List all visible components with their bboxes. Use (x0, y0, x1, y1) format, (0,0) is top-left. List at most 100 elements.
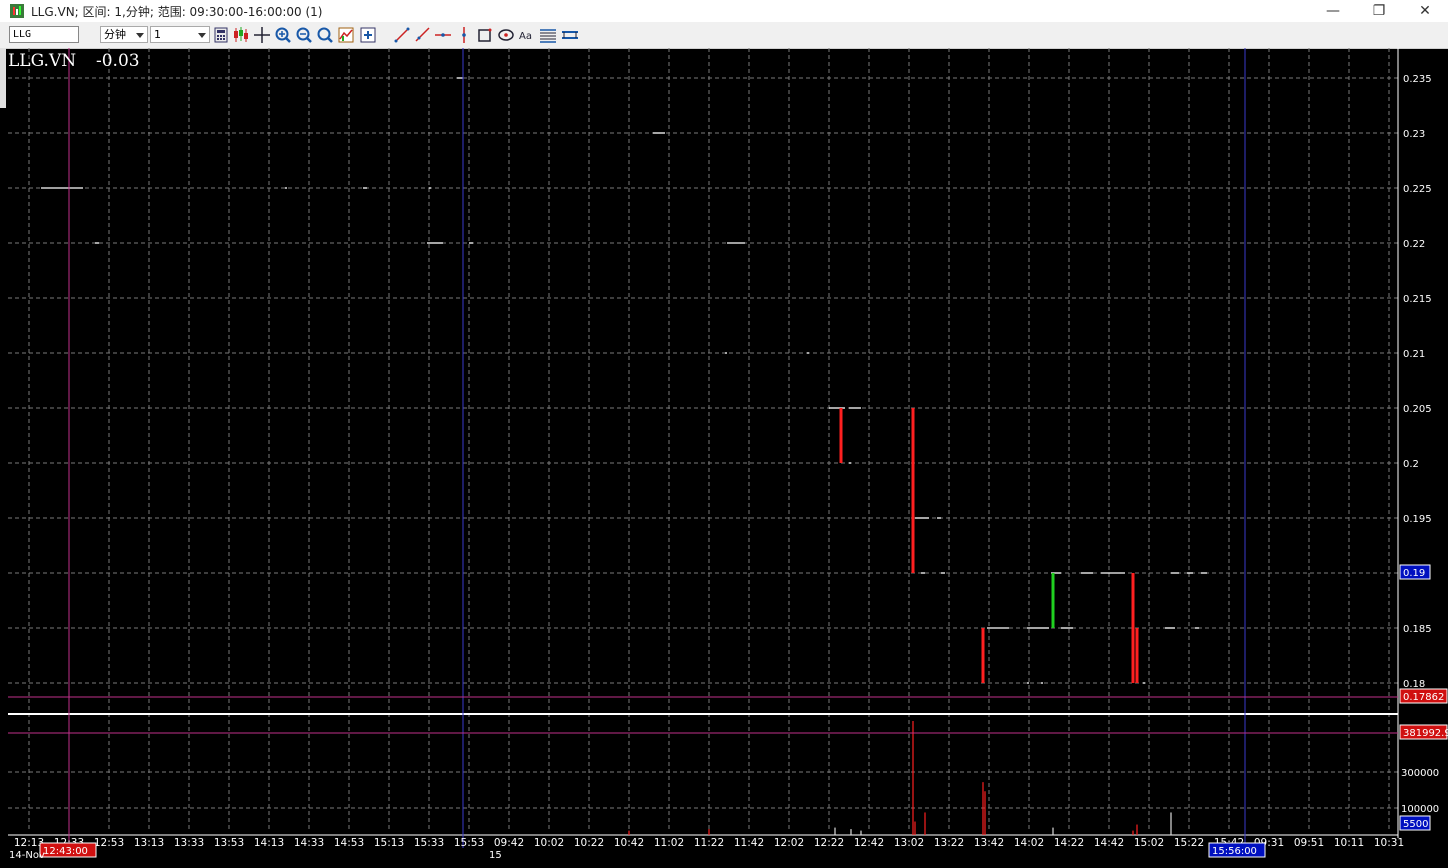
time-tick-label: 10:11 (1334, 837, 1364, 849)
svg-text:Aa: Aa (519, 31, 532, 42)
side-panel-strip (0, 48, 6, 108)
time-tick-label: 12:53 (94, 837, 124, 849)
title-bar: LLG.VN; 区间: 1,分钟; 范围: 09:30:00-16:00:00 … (0, 0, 1448, 22)
time-cursor-badge-right: 15:56:00 (1212, 846, 1257, 857)
symbol-input[interactable]: LLG (9, 26, 79, 43)
time-tick-label: 15:22 (1174, 837, 1204, 849)
symbol-label: LLG.VN (8, 51, 76, 71)
time-tick-label: 15:13 (374, 837, 404, 849)
price-tick-label: 0.18 (1403, 679, 1425, 690)
price-tick-label: 0.235 (1403, 74, 1432, 85)
chart-toolbar: LLG 分钟 1 Aa (0, 22, 1448, 49)
time-tick-label: 13:13 (134, 837, 164, 849)
time-tick-label: 10:42 (614, 837, 644, 849)
period-unit-value: 分钟 (104, 28, 126, 41)
price-tick-label: 0.215 (1403, 294, 1432, 305)
volume-bars (628, 721, 1172, 835)
candle-body (1135, 628, 1139, 683)
period-value: 1 (154, 28, 161, 41)
time-tick-label: 11:22 (694, 837, 724, 849)
candles (839, 408, 1139, 683)
price-tick-label: 0.22 (1403, 239, 1425, 250)
time-tick-label: 12:22 (814, 837, 844, 849)
axis-labels: 0.2350.230.2250.220.2150.210.2050.20.195… (8, 51, 1448, 861)
zoom-icon[interactable] (316, 25, 334, 45)
indicator-icon[interactable] (337, 25, 355, 45)
time-tick-label: 13:22 (934, 837, 964, 849)
close-button[interactable]: ✕ (1419, 3, 1431, 19)
last-volume-badge-box (1399, 815, 1431, 831)
time-tick-label: 10:02 (534, 837, 564, 849)
minimize-button[interactable]: — (1326, 3, 1340, 19)
time-tick-label: 10:31 (1374, 837, 1404, 849)
change-label: -0.03 (96, 51, 140, 71)
candle-body (1131, 573, 1135, 683)
time-tick-label: 13:53 (214, 837, 244, 849)
time-tick-label: 10:22 (574, 837, 604, 849)
candle-body (1051, 573, 1055, 628)
trendline-icon[interactable] (393, 25, 411, 45)
window-title: LLG.VN; 区间: 1,分钟; 范围: 09:30:00-16:00:00 … (31, 5, 323, 19)
time-tick-label: 11:42 (734, 837, 764, 849)
time-tick-label: 13:33 (174, 837, 204, 849)
price-tick-label: 0.195 (1403, 514, 1432, 525)
day-label: 15 (489, 850, 502, 861)
time-tick-label: 14:02 (1014, 837, 1044, 849)
add-icon[interactable] (359, 25, 377, 45)
price-cursor-badge: 0.17862 (1403, 692, 1444, 703)
fib-icon[interactable] (539, 25, 557, 45)
time-cursor-badge-right-box (1208, 842, 1266, 858)
time-tick-label: 15:02 (1134, 837, 1164, 849)
time-tick-label: 09:51 (1294, 837, 1324, 849)
price-tick-label: 0.2 (1403, 459, 1419, 470)
last-price-badge-box (1399, 564, 1431, 580)
last-volume-badge: 5500 (1403, 819, 1428, 830)
time-tick-label: 09:42 (494, 837, 524, 849)
date-label: 14-Nov (9, 850, 45, 861)
chevron-down-icon (136, 33, 144, 38)
candle-body (839, 408, 843, 463)
cursor-lines (8, 48, 1398, 848)
volume-tick-label: 300000 (1401, 768, 1439, 779)
time-cursor-badge-left-box (39, 842, 97, 858)
time-tick-label: 15:33 (414, 837, 444, 849)
volume-cursor-badge-box (1399, 724, 1448, 740)
price-dashes (41, 77, 1207, 684)
time-tick-label: 12:42 (854, 837, 884, 849)
calculator-icon[interactable] (212, 25, 230, 45)
time-cursor-badge-left: 12:43:00 (43, 846, 88, 857)
chart-canvas: 0.2350.230.2250.220.2150.210.2050.20.195… (8, 48, 1448, 861)
time-tick-label: 12:02 (774, 837, 804, 849)
text-icon[interactable]: Aa (518, 25, 536, 45)
rectangle-icon[interactable] (476, 25, 494, 45)
restore-button[interactable]: ❐ (1372, 3, 1386, 19)
app-chart-icon (10, 4, 24, 18)
price-tick-label: 0.21 (1403, 349, 1425, 360)
ray-icon[interactable] (413, 25, 431, 45)
chevron-down-icon (198, 33, 206, 38)
grid-lines (8, 48, 1399, 838)
zoom-out-icon[interactable] (295, 25, 313, 45)
price-chart[interactable]: 0.235 0.23 0.225 0.22 0.215 0.21 0.205 0.2 0.195… (0, 48, 1448, 868)
time-tick-label: 14:53 (334, 837, 364, 849)
zoom-in-icon[interactable] (274, 25, 292, 45)
time-tick-label: 14:13 (254, 837, 284, 849)
horizontal-line-icon[interactable] (434, 25, 452, 45)
time-tick-label: 13:42 (974, 837, 1004, 849)
price-tick-label: 0.205 (1403, 404, 1432, 415)
price-cursor-badge-box (1399, 688, 1448, 704)
ellipse-icon[interactable] (497, 25, 515, 45)
price-tick-label: 0.185 (1403, 624, 1432, 635)
period-unit-select[interactable]: 分钟 (100, 26, 148, 43)
candle-body (911, 408, 915, 573)
period-value-select[interactable]: 1 (150, 26, 210, 43)
candle-body (981, 628, 985, 683)
volume-cursor-badge: 381992.9 (1403, 728, 1448, 739)
crosshair-icon[interactable] (253, 25, 271, 45)
vertical-line-icon[interactable] (455, 25, 473, 45)
channel-icon[interactable] (561, 25, 579, 45)
time-tick-label: 14:33 (294, 837, 324, 849)
last-price-badge: 0.19 (1403, 568, 1425, 579)
time-tick-label: 12:13 (14, 837, 44, 849)
candlestick-icon[interactable] (232, 25, 250, 45)
